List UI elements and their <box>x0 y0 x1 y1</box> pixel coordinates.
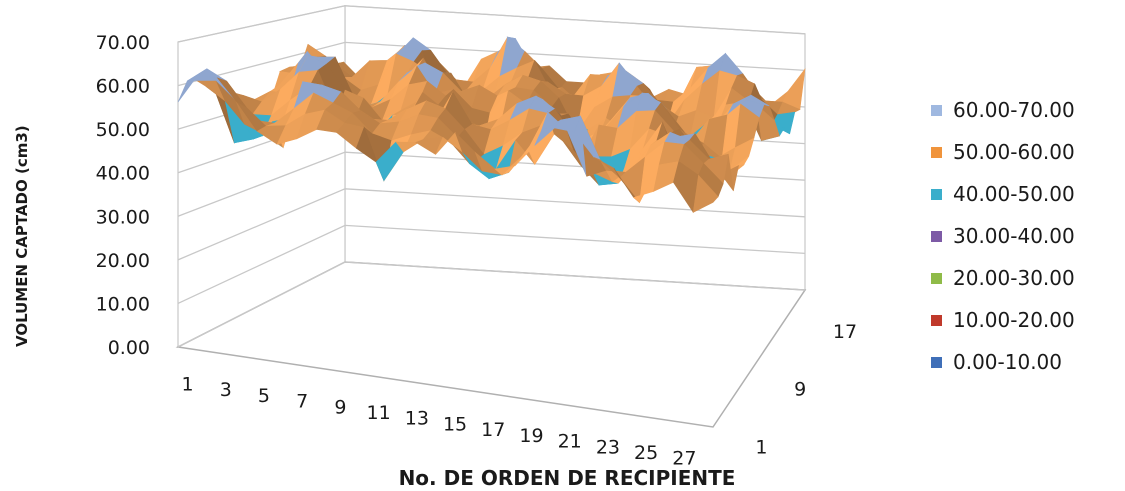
gridline <box>177 188 806 261</box>
legend-swatch <box>931 273 942 284</box>
legend-swatch <box>931 189 942 200</box>
gridline <box>177 261 806 348</box>
z-tick-label: 70.00 <box>96 32 150 54</box>
legend-label: 40.00-50.00 <box>953 182 1075 206</box>
legend-swatch <box>931 105 942 116</box>
z-tick-label: 60.00 <box>96 76 150 98</box>
gridline <box>177 41 806 87</box>
x-tick-label: 23 <box>596 436 620 458</box>
legend-swatch <box>931 315 942 326</box>
legend-label: 30.00-40.00 <box>953 224 1075 248</box>
x-tick-label: 13 <box>405 408 429 430</box>
x-tick-label: 27 <box>672 448 696 470</box>
x-axis-ticks: 1 3 5 7 9 11 13 15 17 19 21 23 25 27 <box>182 373 697 469</box>
z-axis-title: VOLUMEN CAPTADO (cm3) <box>13 125 31 347</box>
y-tick-label: 9 <box>794 379 806 401</box>
legend-swatch <box>931 147 942 158</box>
x-tick-label: 11 <box>367 402 391 424</box>
legend-swatch <box>931 231 942 242</box>
gridline <box>177 5 806 43</box>
x-tick-label: 21 <box>558 431 582 453</box>
z-tick-label: 40.00 <box>96 163 150 185</box>
legend: 60.00-70.00 50.00-60.00 40.00-50.00 30.00-4… <box>931 98 1075 374</box>
x-tick-label: 3 <box>220 379 232 401</box>
x-tick-label: 5 <box>258 385 270 407</box>
x-axis-title: No. DE ORDEN DE RECIPIENTE <box>399 466 736 490</box>
x-tick-label: 9 <box>334 396 346 418</box>
surface-plot <box>177 36 806 214</box>
z-tick-label: 0.00 <box>108 337 150 359</box>
x-tick-label: 25 <box>634 442 658 464</box>
legend-label: 50.00-60.00 <box>953 140 1075 164</box>
legend-label: 20.00-30.00 <box>953 266 1075 290</box>
y-tick-label: 17 <box>833 321 857 343</box>
x-tick-label: 15 <box>443 413 467 435</box>
legend-label: 60.00-70.00 <box>953 98 1075 122</box>
x-tick-label: 19 <box>519 425 543 447</box>
surface-patch <box>692 174 719 213</box>
z-tick-label: 10.00 <box>96 293 150 315</box>
z-tick-label: 30.00 <box>96 206 150 228</box>
y-tick-label: 1 <box>755 436 767 458</box>
z-tick-label: 20.00 <box>96 250 150 272</box>
z-tick-label: 50.00 <box>96 119 150 141</box>
gridline <box>177 224 806 305</box>
x-tick-label: 1 <box>182 373 194 395</box>
x-tick-label: 17 <box>481 419 505 441</box>
legend-label: 10.00-20.00 <box>953 308 1075 332</box>
z-axis-ticks: 0.00 10.00 20.00 30.00 40.00 50.00 60.00 70.00 <box>96 32 150 359</box>
x-tick-label: 7 <box>296 391 308 413</box>
legend-label: 0.00-10.00 <box>953 350 1062 374</box>
legend-swatch <box>931 357 942 368</box>
